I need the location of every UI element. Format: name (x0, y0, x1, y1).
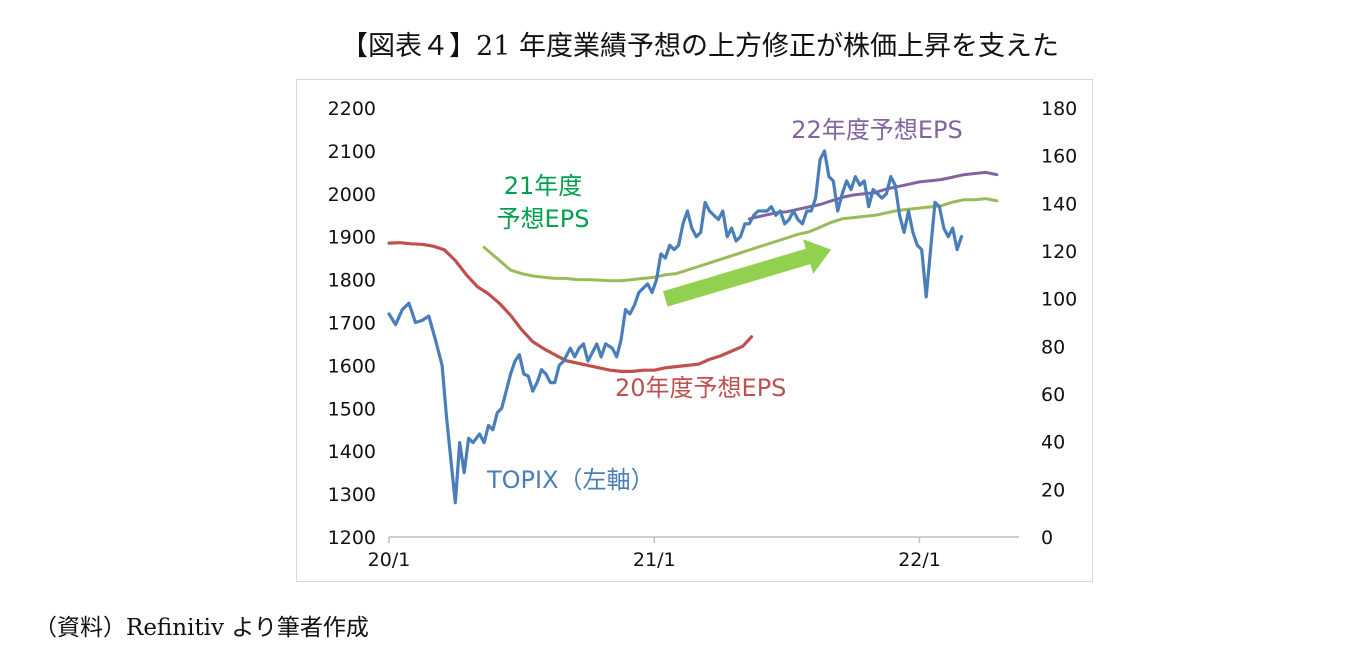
right-tick-label: 140 (1041, 193, 1077, 215)
left-tick-label: 1700 (328, 313, 376, 335)
source-note: （資料）Refinitiv より筆者作成 (34, 615, 369, 641)
chart-svg: 20/1 21/1 22/11200130014001500160017001800… (328, 98, 1078, 571)
right-tick-label: 180 (1041, 98, 1077, 120)
series-line-eps20 (387, 241, 754, 373)
x-tick-label: 21/1 (633, 549, 676, 571)
series-label-eps20: 20年度予想EPS (615, 374, 786, 402)
left-tick-label: 2000 (328, 184, 376, 206)
left-tick-label: 1500 (328, 398, 376, 420)
series-label-topix: TOPIX（左軸） (486, 466, 655, 494)
right-tick-label: 20 (1041, 479, 1065, 501)
left-tick-label: 1300 (328, 484, 376, 506)
right-tick-label: 120 (1041, 241, 1077, 263)
series-line-topix (387, 149, 964, 505)
right-tick-label: 60 (1041, 384, 1065, 406)
left-tick-label: 2100 (328, 141, 376, 163)
left-tick-label: 1900 (328, 227, 376, 249)
series-line-eps21 (482, 197, 999, 283)
x-tick-label: 22/1 (898, 549, 941, 571)
series-label-eps22: 22年度予想EPS (791, 116, 962, 144)
right-tick-label: 40 (1041, 432, 1065, 454)
left-tick-label: 1200 (328, 527, 376, 549)
right-tick-label: 160 (1041, 146, 1077, 168)
figure-title: 【図表４】21 年度業績予想の上方修正が株価上昇を支えた (341, 31, 1059, 62)
right-tick-label: 80 (1041, 336, 1065, 358)
series-label-eps21: 予想EPS (497, 205, 590, 233)
x-tick-label: 20/1 (368, 549, 411, 571)
series-label-eps21: 21年度 (504, 172, 583, 200)
right-tick-label: 100 (1041, 289, 1077, 311)
right-tick-label: 0 (1041, 527, 1053, 549)
left-tick-label: 2200 (328, 98, 376, 120)
left-tick-label: 1400 (328, 441, 376, 463)
left-tick-label: 1800 (328, 270, 376, 292)
trend-arrow (663, 239, 832, 307)
left-tick-label: 1600 (328, 355, 376, 377)
chart-frame: 20/1 21/1 22/1 1200 1300 1400 1500 1600 1700 1800… (296, 79, 1093, 582)
